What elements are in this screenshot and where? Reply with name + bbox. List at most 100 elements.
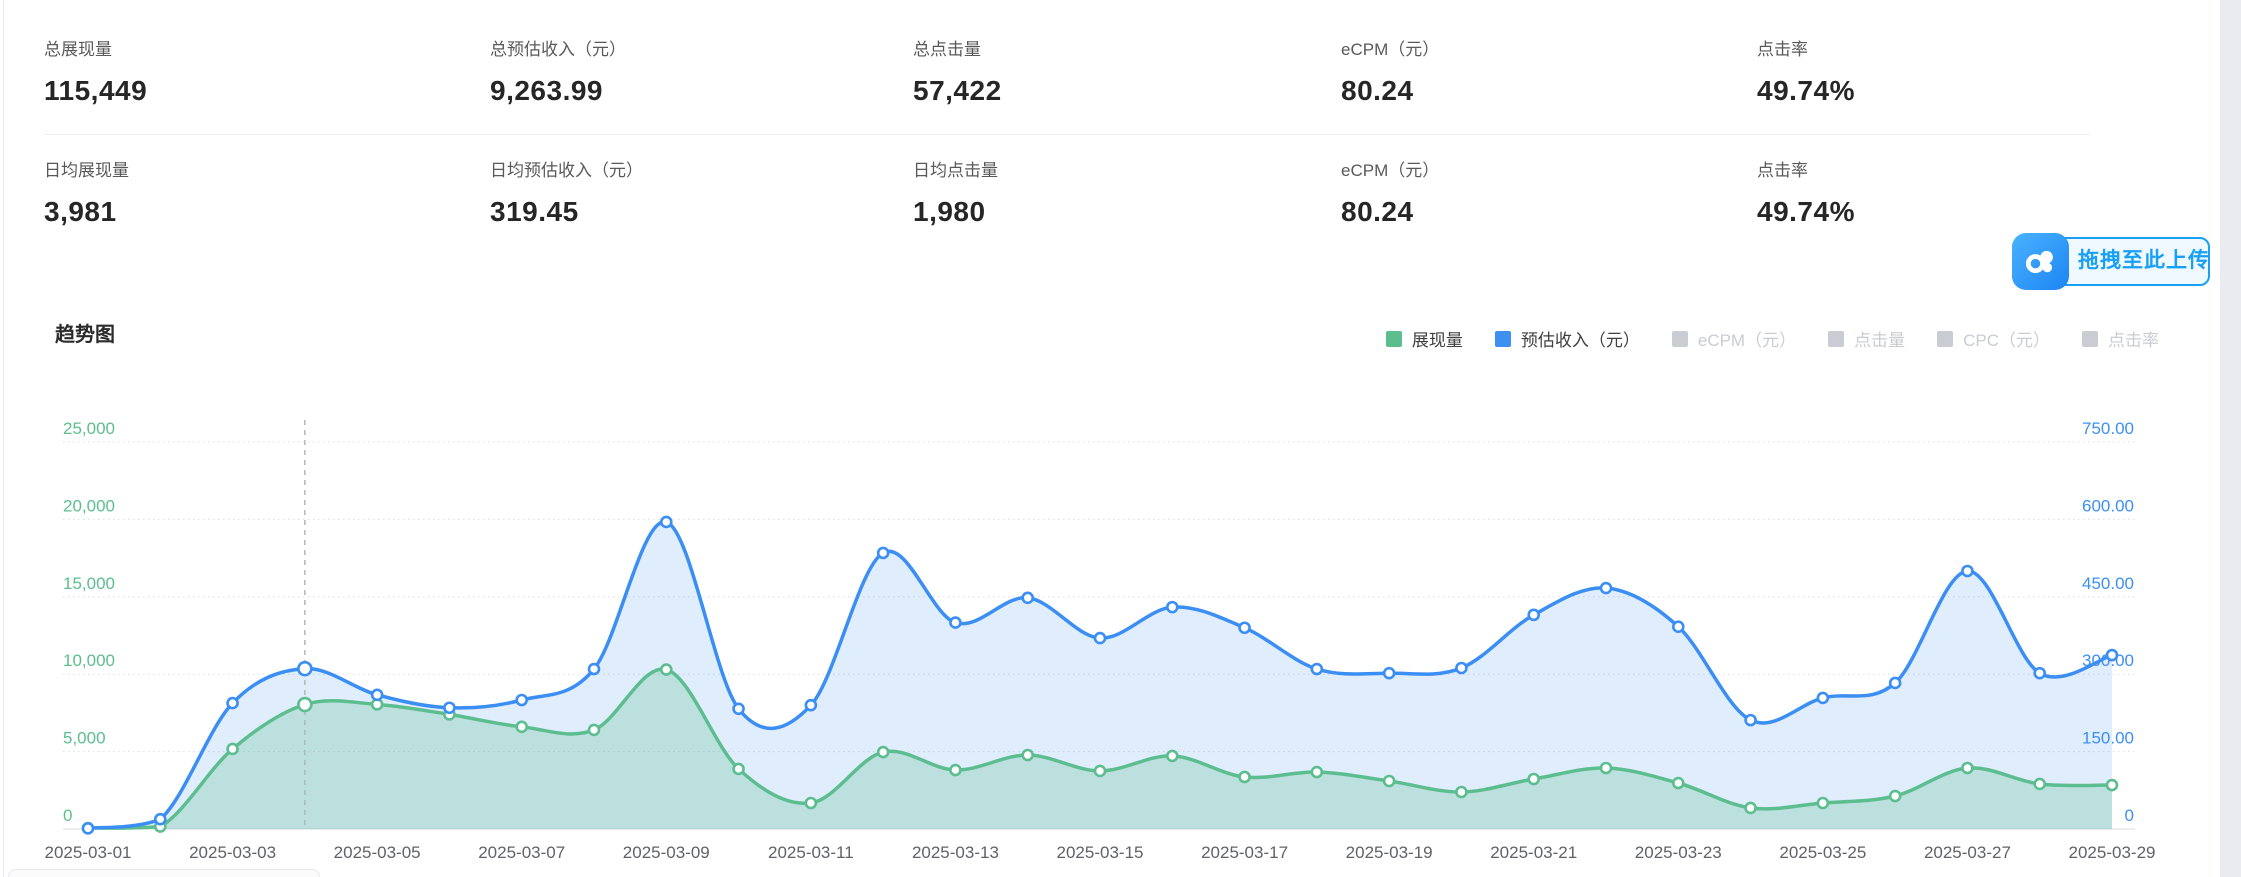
- stat-label: 日均预估收入（元）: [490, 161, 643, 180]
- data-point-marker: [1744, 713, 1757, 727]
- legend-label: 预估收入（元）: [1520, 331, 1640, 350]
- data-point-marker: [1599, 581, 1613, 595]
- stats-panel: 总展现量 115,449 总预估收入（元） 9,263.99 总点击量 57,4…: [0, 0, 2220, 229]
- data-point-marker: [1238, 770, 1251, 784]
- legend-swatch: [1828, 330, 1845, 347]
- legend-swatch: [1494, 330, 1511, 347]
- legend-item-0[interactable]: 展现量: [1385, 326, 1463, 351]
- right-axis-tick: 150.00: [2082, 729, 2134, 748]
- legend-label: 展现量: [1411, 331, 1463, 350]
- netdisk-logo-icon: [2012, 233, 2069, 290]
- data-point-marker: [515, 720, 529, 734]
- left-axis-tick: 10,000: [63, 651, 115, 670]
- stat-total-ecpm: eCPM（元） 80.24: [1341, 40, 1757, 108]
- data-point-marker: [659, 515, 673, 529]
- x-axis-tick: 2025-03-29: [2069, 843, 2156, 862]
- x-axis-tick: 2025-03-25: [1779, 843, 1866, 862]
- data-point-marker: [2033, 666, 2047, 680]
- data-point-marker: [587, 723, 601, 737]
- data-point-marker: [1165, 600, 1179, 614]
- stat-value: 49.74%: [1757, 75, 1855, 106]
- data-point-marker: [297, 660, 313, 677]
- data-point-marker: [1021, 748, 1035, 762]
- data-point-marker: [949, 616, 962, 629]
- stat-value: 80.24: [1341, 75, 1414, 106]
- x-axis-tick: 2025-03-09: [623, 843, 710, 862]
- data-point-marker: [587, 662, 601, 676]
- trend-chart[interactable]: 0 5,000 10,000 15,000 20,000 25,000 0 150.00 300…: [0, 377, 2241, 877]
- legend-item-3[interactable]: 点击量: [1828, 326, 1905, 351]
- page-right-gutter: [2220, 0, 2241, 877]
- drag-upload-button[interactable]: 拖拽至此上传: [2012, 233, 2210, 290]
- stat-value: 9,263.99: [490, 75, 603, 106]
- data-point-marker: [226, 742, 239, 756]
- trend-chart-title: 趋势图: [55, 324, 115, 346]
- data-point-marker: [804, 698, 818, 712]
- legend-item-1[interactable]: 预估收入（元）: [1494, 326, 1640, 351]
- right-axis-tick: 450.00: [2082, 574, 2134, 593]
- x-axis-tick: 2025-03-13: [912, 843, 999, 862]
- legend-item-2[interactable]: eCPM（元）: [1671, 326, 1797, 351]
- stat-label: eCPM（元）: [1341, 161, 1440, 180]
- data-point-marker: [1671, 620, 1685, 634]
- page-left-border: [3, 0, 4, 877]
- data-point-marker: [1888, 676, 1902, 690]
- data-point-marker: [1744, 801, 1757, 815]
- impressions-line: [86, 667, 2114, 830]
- stat-value: 57,422: [913, 75, 1002, 106]
- left-axis-tick: 0: [63, 806, 72, 825]
- upload-label: 拖拽至此上传: [2078, 249, 2210, 272]
- data-point-marker: [1961, 564, 1974, 578]
- x-axis-tick: 2025-03-17: [1201, 843, 1288, 862]
- stat-label: 总预估收入（元）: [490, 40, 626, 59]
- legend-item-5[interactable]: 点击率: [2082, 326, 2159, 351]
- trend-chart-canvas[interactable]: 0 5,000 10,000 15,000 20,000 25,000 0 150.00 300…: [0, 377, 2241, 877]
- stat-label: 总展现量: [44, 40, 112, 59]
- right-axis-tick: 0: [2125, 806, 2134, 825]
- right-axis-tick: 600.00: [2082, 496, 2134, 515]
- x-axis-tick: 2025-03-21: [1490, 843, 1577, 862]
- left-axis-tick: 25,000: [63, 419, 115, 438]
- data-point-marker: [1961, 761, 1974, 775]
- data-point-marker: [1599, 761, 1613, 775]
- stat-value: 49.74%: [1757, 196, 1855, 227]
- legend-item-4[interactable]: CPC（元）: [1937, 326, 2050, 351]
- data-point-marker: [515, 693, 529, 707]
- x-axis-tick: 2025-03-11: [768, 843, 854, 862]
- stat-label: 日均点击量: [913, 161, 998, 180]
- stats-row-total: 总展现量 115,449 总预估收入（元） 9,263.99 总点击量 57,4…: [44, 40, 2220, 108]
- data-point-marker: [1455, 661, 1468, 675]
- data-point-marker: [1310, 662, 1324, 676]
- data-point-marker: [297, 696, 313, 713]
- data-point-marker: [659, 663, 673, 676]
- legend-swatch: [1671, 330, 1688, 347]
- legend-swatch: [1937, 330, 1954, 347]
- legend-label: 点击量: [1854, 331, 1906, 350]
- data-point-marker: [732, 762, 745, 776]
- stat-daily-ctr: 点击率 49.74%: [1757, 161, 2220, 229]
- data-point-marker: [1671, 776, 1685, 790]
- data-point-marker: [1310, 765, 1324, 779]
- legend-label: CPC（元）: [1963, 331, 2050, 350]
- left-axis-tick: 5,000: [63, 729, 106, 748]
- data-point-marker: [1382, 666, 1396, 680]
- left-axis-tick: 15,000: [63, 574, 115, 593]
- x-axis-tick: 2025-03-03: [189, 843, 276, 862]
- stat-total-impressions: 总展现量 115,449: [44, 40, 490, 108]
- data-point-marker: [1816, 796, 1830, 810]
- stat-value: 115,449: [44, 75, 148, 106]
- data-point-marker: [1093, 631, 1107, 645]
- data-point-marker: [876, 745, 890, 759]
- data-point-marker: [1093, 764, 1107, 778]
- stat-daily-ecpm: eCPM（元） 80.24: [1341, 161, 1757, 229]
- stat-daily-clicks: 日均点击量 1,980: [913, 161, 1341, 229]
- legend-label: eCPM（元）: [1697, 331, 1797, 350]
- data-point-marker: [81, 822, 95, 835]
- stat-total-revenue: 总预估收入（元） 9,263.99: [490, 40, 913, 108]
- data-point-marker: [1382, 774, 1396, 788]
- stat-total-ctr: 点击率 49.74%: [1757, 40, 2220, 108]
- data-point-marker: [1238, 621, 1251, 635]
- x-axis-tick: 2025-03-07: [478, 843, 565, 862]
- x-axis-tick: 2025-03-27: [1924, 843, 2011, 862]
